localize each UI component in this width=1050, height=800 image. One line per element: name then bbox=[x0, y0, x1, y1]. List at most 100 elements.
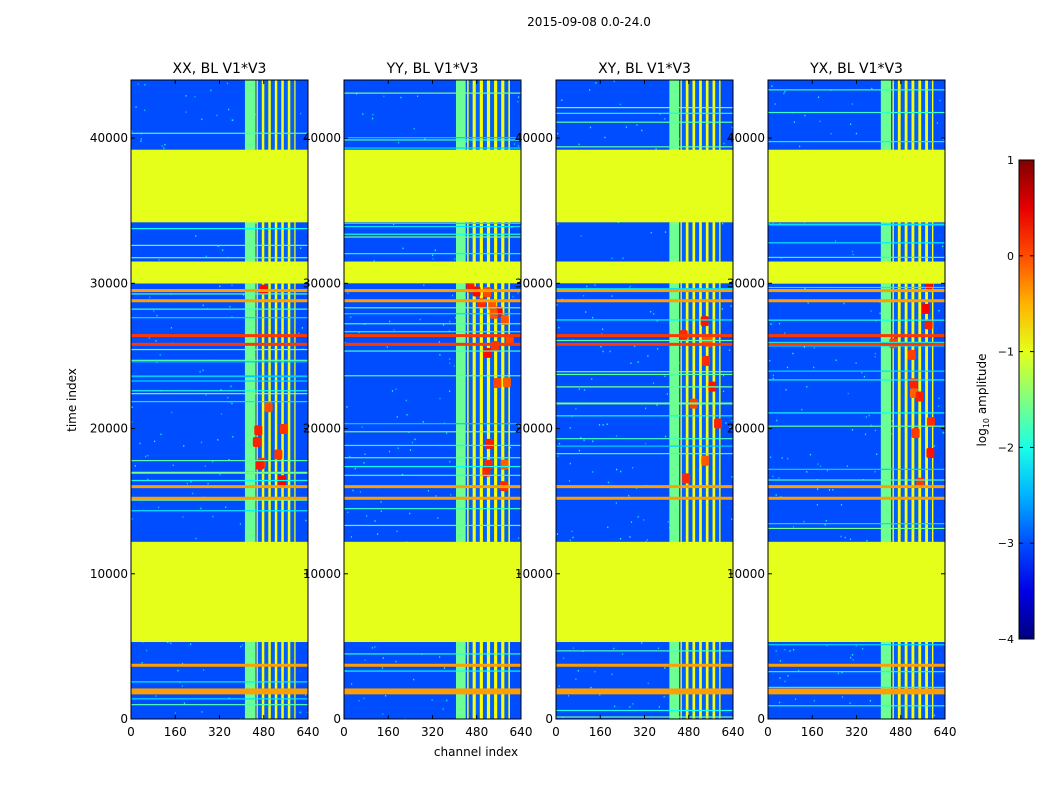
noise-cell bbox=[439, 656, 441, 658]
time-streak bbox=[768, 141, 945, 143]
noise-cell bbox=[219, 285, 221, 288]
noise-cell bbox=[656, 404, 658, 406]
noise-cell bbox=[863, 376, 865, 378]
noise-cell bbox=[158, 259, 160, 261]
noise-cell bbox=[862, 648, 864, 650]
noise-cell bbox=[202, 304, 204, 307]
time-streak bbox=[556, 146, 733, 148]
noise-cell bbox=[628, 494, 630, 497]
noise-cell bbox=[201, 711, 203, 713]
noise-cell bbox=[578, 388, 580, 390]
noise-cell bbox=[634, 345, 636, 347]
noise-cell bbox=[722, 222, 724, 225]
noise-cell bbox=[350, 316, 352, 318]
time-streak bbox=[344, 233, 521, 235]
noise-cell bbox=[828, 489, 831, 491]
hot-blob bbox=[701, 455, 710, 466]
time-streak bbox=[556, 288, 733, 290]
noise-cell bbox=[841, 671, 843, 674]
time-streak bbox=[131, 472, 308, 474]
noise-cell bbox=[569, 539, 571, 541]
noise-cell bbox=[518, 96, 520, 98]
hot-blob bbox=[911, 428, 920, 439]
flagged-region bbox=[768, 149, 945, 223]
noise-cell bbox=[558, 443, 561, 445]
noise-cell bbox=[164, 143, 166, 146]
x-tick-label: 480 bbox=[252, 725, 275, 739]
bright-row bbox=[131, 289, 308, 293]
noise-cell bbox=[775, 494, 777, 496]
hot-blob bbox=[254, 425, 263, 436]
noise-cell bbox=[613, 647, 615, 650]
noise-cell bbox=[772, 374, 774, 377]
noise-cell bbox=[393, 329, 395, 331]
hot-blob bbox=[907, 349, 916, 360]
bright-row bbox=[344, 289, 521, 293]
noise-cell bbox=[664, 667, 666, 669]
time-streak bbox=[344, 331, 521, 333]
flagged-region bbox=[556, 149, 733, 223]
noise-cell bbox=[784, 648, 786, 651]
noise-cell bbox=[201, 118, 203, 121]
noise-cell bbox=[607, 481, 609, 484]
bright-row bbox=[344, 299, 521, 303]
time-streak bbox=[768, 523, 945, 525]
noise-cell bbox=[517, 537, 520, 539]
time-streak bbox=[556, 373, 733, 376]
time-streak bbox=[768, 671, 945, 673]
noise-cell bbox=[202, 369, 204, 372]
bright-row bbox=[344, 342, 521, 346]
noise-cell bbox=[602, 328, 604, 330]
noise-cell bbox=[439, 397, 441, 400]
noise-cell bbox=[933, 714, 935, 717]
x-tick-label: 320 bbox=[845, 725, 868, 739]
noise-cell bbox=[806, 471, 808, 473]
time-streak bbox=[344, 92, 521, 94]
noise-cell bbox=[385, 695, 387, 697]
colorbar-label: log10 amplitude bbox=[975, 354, 991, 447]
bright-row bbox=[768, 334, 945, 338]
time-streak bbox=[768, 705, 945, 707]
noise-cell bbox=[232, 436, 234, 438]
x-tick-label: 640 bbox=[510, 725, 533, 739]
x-tick-label: 640 bbox=[722, 725, 745, 739]
y-tick-label: 0 bbox=[757, 712, 765, 726]
noise-cell bbox=[431, 699, 433, 701]
noise-cell bbox=[942, 138, 944, 140]
noise-cell bbox=[240, 645, 242, 648]
bright-row bbox=[556, 334, 733, 338]
noise-cell bbox=[299, 711, 301, 714]
x-tick-label: 160 bbox=[164, 725, 187, 739]
noise-cell bbox=[393, 223, 395, 225]
panel-title: XY, BL V1*V3 bbox=[598, 61, 691, 77]
y-tick-label: 30000 bbox=[727, 276, 765, 290]
flagged-region bbox=[768, 261, 945, 284]
bright-row bbox=[131, 663, 308, 667]
noise-cell bbox=[147, 478, 149, 481]
time-streak bbox=[556, 121, 733, 123]
noise-cell bbox=[232, 119, 234, 121]
noise-cell bbox=[512, 296, 514, 298]
noise-cell bbox=[205, 393, 207, 396]
noise-cell bbox=[864, 433, 867, 436]
hot-blob bbox=[909, 378, 918, 389]
noise-cell bbox=[722, 374, 725, 377]
noise-cell bbox=[647, 682, 649, 685]
noise-cell bbox=[131, 421, 133, 423]
time-streak bbox=[768, 111, 945, 114]
bright-row bbox=[556, 342, 733, 346]
time-streak bbox=[344, 444, 521, 447]
hot-blob bbox=[491, 340, 500, 351]
colorbar-tick-label: −2 bbox=[998, 441, 1014, 454]
time-streak bbox=[131, 401, 308, 403]
noise-cell bbox=[768, 222, 770, 224]
noise-cell bbox=[589, 89, 591, 91]
noise-cell bbox=[778, 322, 781, 325]
noise-cell bbox=[572, 536, 574, 539]
noise-cell bbox=[636, 124, 638, 126]
noise-cell bbox=[204, 465, 206, 467]
noise-cell bbox=[804, 114, 806, 117]
bright-row bbox=[556, 496, 733, 500]
channel-gap bbox=[497, 80, 502, 719]
